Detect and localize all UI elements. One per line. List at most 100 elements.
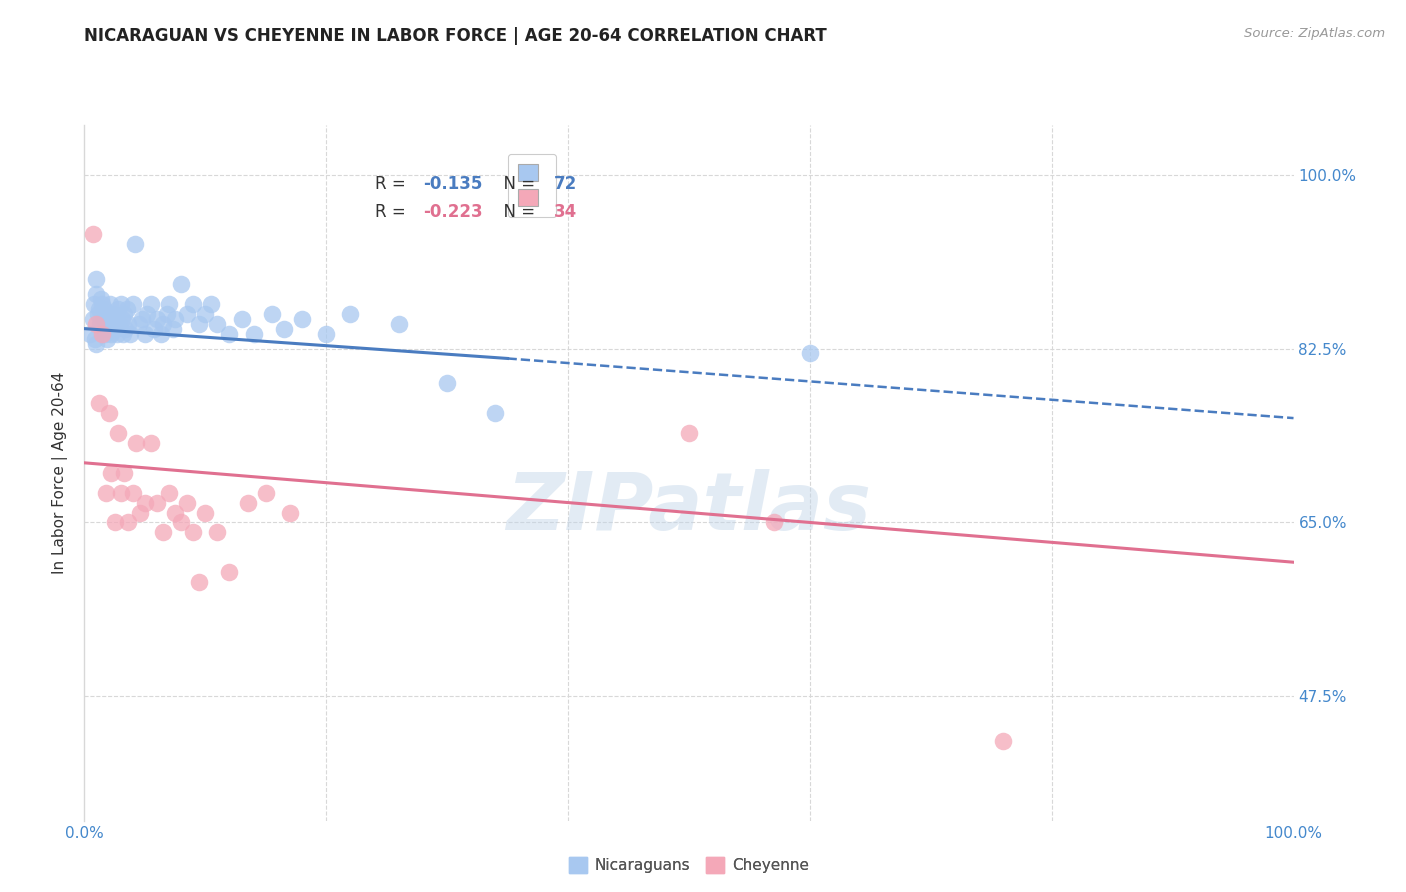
Point	[194, 307, 217, 321]
Point	[218, 565, 240, 579]
Point	[110, 485, 132, 500]
Point	[107, 425, 129, 440]
Point	[678, 425, 700, 440]
Point	[291, 311, 314, 326]
Text: -0.223: -0.223	[423, 202, 482, 221]
Point	[176, 495, 198, 509]
Point	[86, 286, 108, 301]
Point	[436, 376, 458, 391]
Point	[107, 301, 129, 316]
Point	[207, 525, 229, 540]
Point	[93, 311, 115, 326]
Point	[125, 436, 148, 450]
Point	[207, 317, 229, 331]
Point	[170, 277, 193, 291]
Point	[104, 516, 127, 530]
Point	[139, 436, 162, 450]
Point	[176, 307, 198, 321]
Point	[194, 506, 217, 520]
Point	[117, 317, 139, 331]
Point	[131, 311, 153, 326]
Point	[162, 321, 184, 335]
Point	[103, 307, 125, 321]
Point	[315, 326, 337, 341]
Point	[134, 326, 156, 341]
Point	[112, 307, 135, 321]
Text: NICARAGUAN VS CHEYENNE IN LABOR FORCE | AGE 20-64 CORRELATION CHART: NICARAGUAN VS CHEYENNE IN LABOR FORCE | …	[84, 27, 827, 45]
Point	[98, 297, 121, 311]
Point	[188, 575, 211, 590]
Text: N =: N =	[494, 175, 540, 193]
Text: 34: 34	[554, 202, 576, 221]
Point	[97, 406, 120, 420]
Point	[93, 301, 115, 316]
Point	[83, 297, 105, 311]
Text: Source: ZipAtlas.com: Source: ZipAtlas.com	[1244, 27, 1385, 40]
Point	[117, 516, 139, 530]
Point	[157, 297, 180, 311]
Point	[170, 516, 193, 530]
Point	[104, 321, 127, 335]
Point	[108, 317, 131, 331]
Point	[152, 525, 174, 540]
Point	[260, 307, 283, 321]
Point	[86, 336, 108, 351]
Point	[993, 734, 1015, 748]
Text: R =: R =	[374, 175, 411, 193]
Point	[181, 525, 204, 540]
Point	[111, 311, 134, 326]
Point	[82, 311, 104, 326]
Point	[86, 317, 108, 331]
Text: R =: R =	[374, 202, 411, 221]
Point	[136, 307, 159, 321]
Point	[101, 317, 124, 331]
Point	[94, 326, 117, 341]
Point	[112, 466, 135, 480]
Point	[97, 321, 120, 335]
Point	[200, 297, 222, 311]
Point	[188, 317, 211, 331]
Point	[165, 311, 187, 326]
Point	[273, 321, 295, 335]
Y-axis label: In Labor Force | Age 20-64: In Labor Force | Age 20-64	[52, 372, 69, 574]
Point	[100, 466, 122, 480]
Point	[134, 495, 156, 509]
Point	[96, 332, 118, 346]
Point	[121, 485, 143, 500]
Point	[129, 506, 152, 520]
Point	[128, 317, 150, 331]
Point	[86, 307, 108, 321]
Point	[105, 326, 128, 341]
Point	[87, 396, 110, 410]
Point	[94, 485, 117, 500]
Point	[91, 321, 114, 335]
Point	[231, 311, 253, 326]
Point	[114, 321, 136, 335]
Point	[115, 301, 138, 316]
Point	[112, 326, 135, 341]
Point	[90, 292, 112, 306]
Legend: Nicaraguans, Cheyenne: Nicaraguans, Cheyenne	[562, 851, 815, 880]
Point	[124, 237, 146, 252]
Point	[79, 326, 101, 341]
Point	[218, 326, 240, 341]
Point	[152, 317, 174, 331]
Point	[104, 311, 127, 326]
Point	[155, 307, 177, 321]
Point	[388, 317, 411, 331]
Point	[146, 495, 169, 509]
Text: ZIPatlas: ZIPatlas	[506, 468, 872, 547]
Point	[149, 326, 172, 341]
Point	[254, 485, 277, 500]
Point	[339, 307, 361, 321]
Point	[82, 227, 104, 242]
Point	[181, 297, 204, 311]
Point	[278, 506, 301, 520]
Point	[157, 485, 180, 500]
Point	[91, 326, 114, 341]
Text: 72: 72	[554, 175, 576, 193]
Point	[110, 297, 132, 311]
Point	[484, 406, 506, 420]
Point	[236, 495, 259, 509]
Point	[146, 311, 169, 326]
